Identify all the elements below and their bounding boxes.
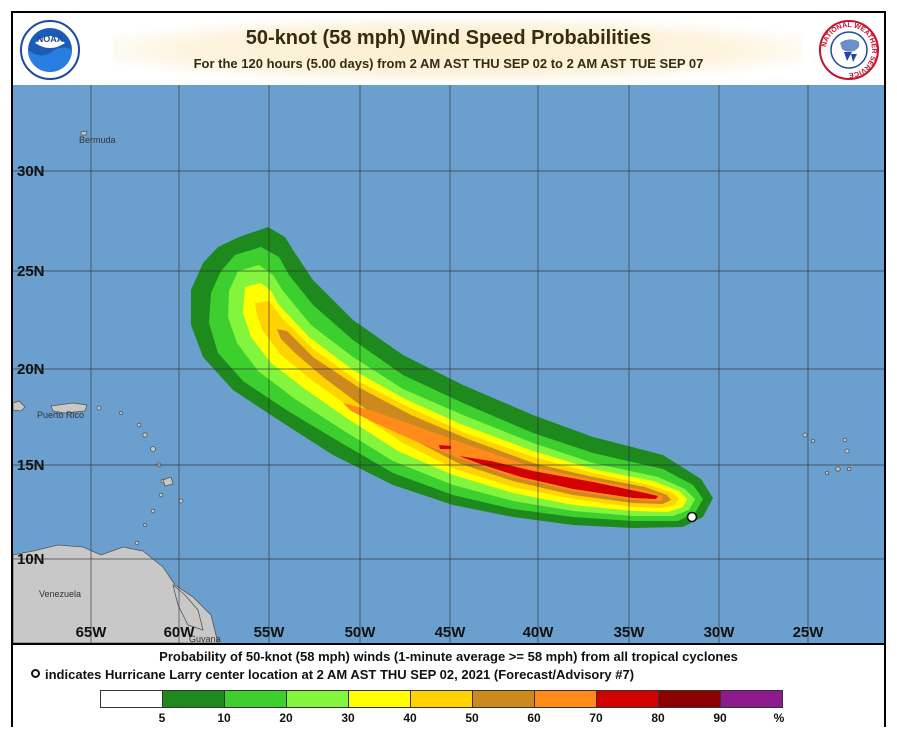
lon-label-25w: 25W xyxy=(793,624,825,641)
place-label-venezuela: Venezuela xyxy=(39,589,81,599)
noaa-logo-text: NOAA xyxy=(37,34,64,44)
legend-label-20: 20 xyxy=(279,711,293,725)
lon-label-45w: 45W xyxy=(435,624,467,641)
guyana-land xyxy=(172,583,204,631)
legend-swatch-10-20 xyxy=(224,690,287,708)
noaa-logo: NOAA xyxy=(20,20,80,80)
legend-label-50: 50 xyxy=(465,711,479,725)
center-marker-icon xyxy=(31,669,40,678)
lat-label-25n: 25N xyxy=(17,263,45,280)
legend-label-percent: % xyxy=(773,711,785,725)
hispaniola-land xyxy=(13,400,26,412)
lon-label-35w: 35W xyxy=(614,624,646,641)
legend-swatch-50-60 xyxy=(472,690,535,708)
legend-swatch-70-80 xyxy=(596,690,659,708)
legend-swatch-30-40 xyxy=(348,690,411,708)
ocean xyxy=(13,85,884,643)
legend-label-60: 60 xyxy=(527,711,541,725)
lon-label-60w: 60W xyxy=(164,624,196,641)
legend-color-bar xyxy=(100,690,783,708)
legend-swatch-80-90 xyxy=(658,690,721,708)
page-subtitle: For the 120 hours (5.00 days) from 2 AM … xyxy=(193,56,704,71)
nws-logo: NATIONAL WEATHER SERVICE xyxy=(819,20,879,80)
legend-label-10: 10 xyxy=(217,711,231,725)
place-label-bermuda: Bermuda xyxy=(79,135,116,145)
legend-label-90: 90 xyxy=(713,711,727,725)
footer: Probability of 50-knot (58 mph) winds (1… xyxy=(13,643,884,727)
bermuda-land xyxy=(80,130,88,136)
footer-description: Probability of 50-knot (58 mph) winds (1… xyxy=(159,649,738,664)
place-label-puerto-rico: Puerto Rico xyxy=(37,410,84,420)
legend-swatch-40-50 xyxy=(410,690,473,708)
page-title: 50-knot (58 mph) Wind Speed Probabilitie… xyxy=(245,27,652,49)
lat-label-20n: 20N xyxy=(17,361,45,378)
lon-label-65w: 65W xyxy=(76,624,108,641)
header: 50-knot (58 mph) Wind Speed Probabilitie… xyxy=(13,13,884,85)
legend-label-40: 40 xyxy=(403,711,417,725)
header-glow xyxy=(113,19,803,81)
footer-center-note: indicates Hurricane Larry center locatio… xyxy=(45,667,635,682)
legend-label-5: 5 xyxy=(158,711,166,725)
probability-map: 30N 25N 20N 15N 10N 65W 60W 55W 50W 45W … xyxy=(13,85,884,643)
lon-label-55w: 55W xyxy=(254,624,286,641)
swath-50-percent xyxy=(277,329,671,504)
graticule xyxy=(13,85,884,643)
swath-10-percent xyxy=(209,247,703,521)
puerto-rico-land xyxy=(50,402,88,414)
legend-swatch-0-5 xyxy=(100,690,163,708)
storm-center-marker xyxy=(686,511,698,523)
lat-label-30n: 30N xyxy=(17,163,45,180)
probability-swath xyxy=(191,227,713,528)
graphic-frame: 50-knot (58 mph) Wind Speed Probabilitie… xyxy=(11,11,886,727)
lat-label-15n: 15N xyxy=(17,457,45,474)
lon-label-50w: 50W xyxy=(345,624,377,641)
legend-swatch-20-30 xyxy=(286,690,349,708)
place-label-guyana: Guyana xyxy=(189,634,221,643)
legend-swatch-90-100 xyxy=(720,690,783,708)
lat-label-10n: 10N xyxy=(17,551,45,568)
lon-label-40w: 40W xyxy=(523,624,555,641)
legend-label-70: 70 xyxy=(589,711,603,725)
lon-label-30w: 30W xyxy=(704,624,736,641)
swath-70-percent xyxy=(439,445,658,499)
legend-swatch-60-70 xyxy=(534,690,597,708)
legend-label-30: 30 xyxy=(341,711,355,725)
legend-label-80: 80 xyxy=(651,711,665,725)
legend-swatch-5-10 xyxy=(162,690,225,708)
